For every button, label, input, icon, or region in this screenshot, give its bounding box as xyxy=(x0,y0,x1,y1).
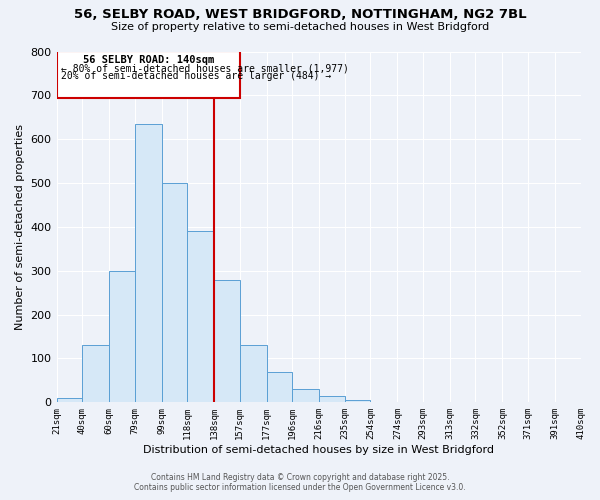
Text: 20% of semi-detached houses are larger (484) →: 20% of semi-detached houses are larger (… xyxy=(61,71,331,81)
Bar xyxy=(240,346,266,403)
Bar xyxy=(109,271,134,402)
Bar xyxy=(134,124,161,402)
Bar xyxy=(292,389,319,402)
Bar xyxy=(214,280,240,402)
Bar xyxy=(161,183,187,402)
Y-axis label: Number of semi-detached properties: Number of semi-detached properties xyxy=(15,124,25,330)
Text: Size of property relative to semi-detached houses in West Bridgford: Size of property relative to semi-detach… xyxy=(111,22,489,32)
Text: 56, SELBY ROAD, WEST BRIDGFORD, NOTTINGHAM, NG2 7BL: 56, SELBY ROAD, WEST BRIDGFORD, NOTTINGH… xyxy=(74,8,526,20)
Bar xyxy=(82,346,109,403)
Text: 56 SELBY ROAD: 140sqm: 56 SELBY ROAD: 140sqm xyxy=(83,55,214,65)
Bar xyxy=(56,52,240,98)
Text: ← 80% of semi-detached houses are smaller (1,977): ← 80% of semi-detached houses are smalle… xyxy=(61,64,349,74)
Bar xyxy=(266,372,292,402)
Bar xyxy=(56,398,82,402)
Bar xyxy=(187,232,214,402)
X-axis label: Distribution of semi-detached houses by size in West Bridgford: Distribution of semi-detached houses by … xyxy=(143,445,494,455)
Bar xyxy=(319,396,345,402)
Bar xyxy=(345,400,370,402)
Text: Contains HM Land Registry data © Crown copyright and database right 2025.
Contai: Contains HM Land Registry data © Crown c… xyxy=(134,473,466,492)
